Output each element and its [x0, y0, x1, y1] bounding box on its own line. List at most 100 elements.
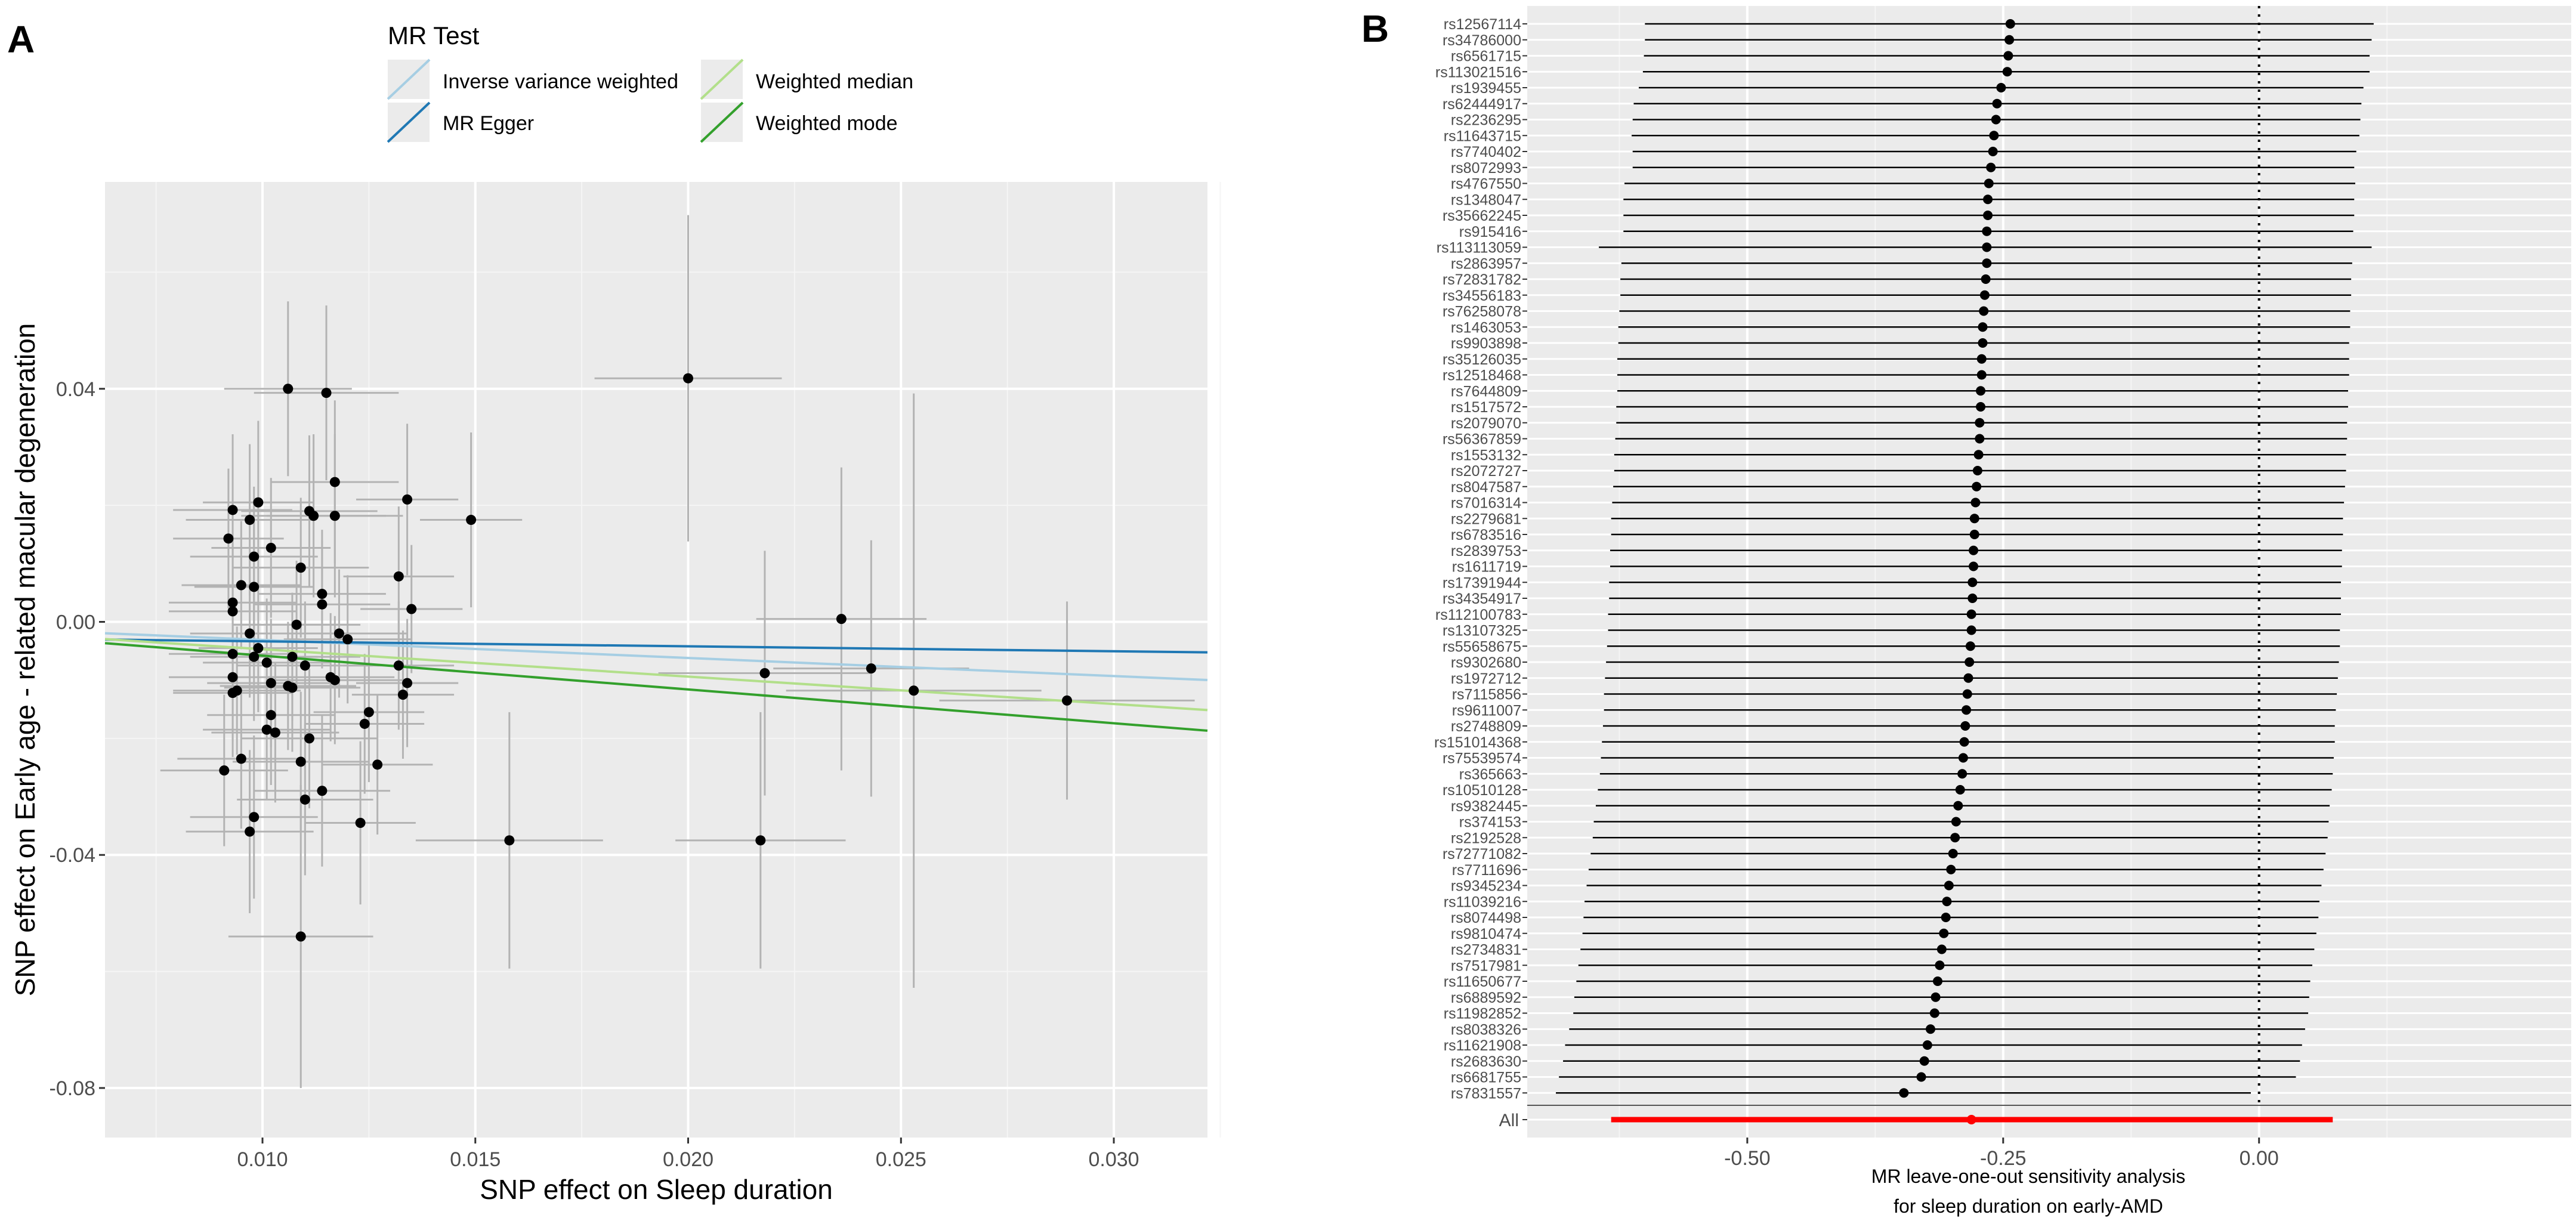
snp-label: rs11643715	[1444, 128, 1521, 144]
estimate-point	[1960, 721, 1970, 731]
estimate-point	[1979, 306, 1989, 316]
estimate-point	[1969, 514, 1979, 524]
data-point	[393, 660, 404, 671]
estimate-point	[1916, 1072, 1926, 1082]
estimate-point	[1969, 561, 1979, 571]
x-tick-label: 0.015	[450, 1148, 501, 1171]
estimate-point	[1978, 338, 1988, 348]
y-tick-label: -0.04	[50, 844, 96, 867]
snp-label: rs13107325	[1443, 623, 1521, 639]
estimate-point	[1966, 625, 1976, 635]
snp-label: rs6681755	[1451, 1070, 1521, 1086]
plot-a-gridlines	[105, 182, 1221, 1138]
snp-label: rs4767550	[1451, 176, 1521, 193]
regression-line-2	[104, 638, 1208, 712]
snp-label: rs365663	[1459, 766, 1521, 783]
estimate-point	[1976, 370, 1987, 380]
data-point	[308, 511, 319, 521]
data-point	[317, 589, 328, 599]
legend-a: MR Test Inverse variance weighted MR Egg…	[387, 21, 913, 143]
snp-label: rs6783516	[1451, 527, 1521, 543]
snp-label: rs7115856	[1452, 687, 1521, 703]
data-point	[359, 718, 370, 729]
estimate-point	[1919, 1056, 1929, 1066]
snp-label: rs112100783	[1435, 607, 1521, 623]
data-point	[265, 678, 276, 688]
data-point	[291, 619, 302, 630]
estimate-point	[1984, 178, 1994, 188]
x-tick-label: 0.00	[2240, 1147, 2279, 1170]
estimate-point	[1969, 530, 1979, 539]
x-tick-label: 0.030	[1088, 1148, 1139, 1171]
estimate-point	[1969, 545, 1979, 555]
plot-a-y-axis-title: SNP effect on Early age - related macula…	[10, 323, 41, 997]
legend-label-egger: MR Egger	[443, 112, 534, 135]
panel-b-letter: B	[1361, 7, 1389, 50]
snp-label: rs75539574	[1443, 750, 1521, 767]
data-point	[317, 786, 328, 796]
snp-label: rs34786000	[1443, 32, 1521, 49]
estimate-point	[1967, 577, 1978, 588]
data-point	[245, 515, 255, 526]
estimate-point	[1936, 944, 1947, 954]
data-point	[466, 515, 477, 526]
legend-label-ivw: Inverse variance weighted	[443, 70, 678, 93]
data-point	[402, 494, 413, 505]
data-point	[227, 688, 238, 699]
data-point	[759, 667, 770, 678]
data-point	[265, 542, 276, 553]
snp-label: rs35662245	[1443, 208, 1521, 224]
legend-title: MR Test	[388, 21, 480, 50]
legend-key-wmedian	[700, 58, 744, 100]
snp-label: rs1972712	[1451, 670, 1521, 687]
plot-a-x-tick-labels: 0.010 0.015 0.020 0.025 0.030	[237, 1138, 1139, 1171]
snp-label: rs34354917	[1443, 591, 1521, 607]
x-tick-label: 0.010	[237, 1148, 288, 1171]
snp-label: rs35126035	[1443, 351, 1521, 368]
data-point	[253, 642, 264, 653]
plot-b-x-axis-title: MR leave-one-out sensitivity analysis	[1871, 1166, 2185, 1187]
snp-label: rs62444917	[1443, 96, 1521, 113]
data-point	[299, 660, 310, 671]
data-point	[329, 477, 340, 487]
data-point	[1062, 695, 1073, 706]
data-point	[402, 678, 413, 688]
snp-label: rs2748809	[1451, 718, 1521, 735]
snp-label: rs11621908	[1444, 1037, 1521, 1054]
snp-label: rs7016314	[1451, 495, 1521, 512]
snp-label: rs6889592	[1451, 990, 1521, 1006]
legend-key-ivw	[387, 58, 431, 100]
estimate-point	[1981, 274, 1991, 284]
data-point	[909, 685, 919, 696]
data-point	[227, 606, 238, 617]
regression-line-1	[104, 638, 1208, 654]
plot-b-rows	[1527, 19, 2571, 1124]
estimate-point	[1989, 131, 1999, 141]
plot-a-points	[219, 373, 1073, 942]
snp-label: rs1553132	[1451, 447, 1521, 463]
data-point	[236, 580, 246, 591]
snp-label: rs11650677	[1444, 973, 1521, 990]
snp-label: rs2236295	[1451, 112, 1521, 129]
snp-label: rs2734831	[1451, 942, 1521, 959]
snp-label: rs6561715	[1451, 48, 1521, 65]
snp-label: rs374153	[1459, 814, 1521, 831]
legend-label-wmedian: Weighted median	[756, 70, 913, 93]
plot-b-x-axis-subtitle: for sleep duration on early-AMD	[1894, 1195, 2163, 1217]
snp-label: rs915416	[1459, 224, 1521, 240]
estimate-point	[1958, 753, 1968, 763]
estimate-point	[1976, 402, 1986, 412]
snp-label: rs1517572	[1451, 399, 1521, 416]
estimate-point	[1991, 115, 2001, 125]
snp-label: rs1348047	[1451, 191, 1521, 208]
estimate-point	[2003, 51, 2013, 61]
data-point	[261, 657, 272, 668]
estimate-point	[1983, 194, 1993, 205]
data-point	[287, 682, 298, 693]
data-point	[227, 505, 238, 515]
data-point	[249, 582, 260, 592]
estimate-point	[1942, 897, 1952, 907]
estimate-point	[1982, 258, 1992, 268]
estimate-point	[1965, 657, 1975, 667]
